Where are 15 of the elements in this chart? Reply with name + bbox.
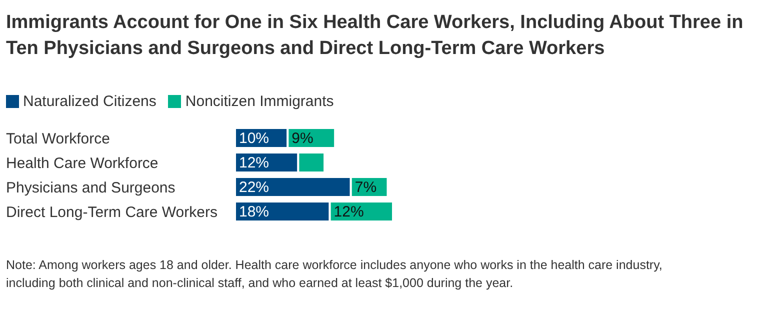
legend-label: Naturalized Citizens <box>23 93 156 110</box>
data-label: 9% <box>292 130 314 147</box>
data-label: 22% <box>239 179 270 196</box>
y-tick-label: Total Workforce <box>6 130 110 148</box>
text: Note: Among workers ages 18 and older. Health care workforce includes anyone who works in the health care industry, including both clinical and non-clinical staff, and who earned at least $1,000 during the year. <box>6 257 664 292</box>
y-tick-label: Health Care Workforce <box>6 154 158 172</box>
y-tick-label: Direct Long-Term Care Workers <box>6 204 218 221</box>
data-label: 12% <box>239 154 270 172</box>
data-label: 10% <box>239 130 270 147</box>
legend-label: Noncitizen Immigrants <box>185 93 334 110</box>
data-label: 12% <box>334 204 364 220</box>
y-tick-label: Physicians and Surgeons <box>6 179 176 196</box>
chart-title: Immigrants Account for One in Six Health Care Workers, Including About Three in Ten Physicians and Surgeons and Direct Long-Term Care Workers <box>6 11 744 61</box>
data-label: 7% <box>354 179 377 196</box>
data-label: 18% <box>239 204 270 220</box>
